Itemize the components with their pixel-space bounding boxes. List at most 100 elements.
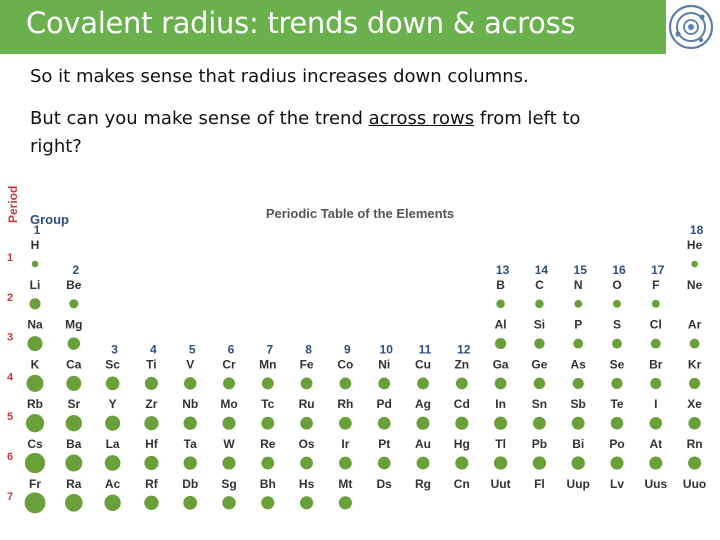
atom-radius-dot-h <box>31 260 39 268</box>
element-symbol-rf: Rf <box>145 477 159 491</box>
element-symbol-y: Y <box>109 397 117 411</box>
element-symbol-s: S <box>613 318 621 332</box>
period-number-2: 2 <box>7 292 13 304</box>
element-symbol-si: Si <box>534 318 545 332</box>
atom-radius-dot-v <box>183 377 197 390</box>
element-symbol-o: O <box>612 278 621 292</box>
element-symbol-ta: Ta <box>184 437 197 451</box>
atom-radius-dot-k <box>26 374 44 392</box>
atom-radius-dot-rn <box>688 456 702 470</box>
atom-radius-dot-nb <box>183 416 197 430</box>
element-symbol-kr: Kr <box>688 357 702 371</box>
element-symbol-te: Te <box>610 397 623 411</box>
underlined-phrase: across rows <box>368 108 475 129</box>
element-symbol-mt: Mt <box>338 477 352 491</box>
element-symbol-ar: Ar <box>688 318 702 332</box>
atom-radius-dot-ta <box>183 456 197 470</box>
element-symbol-ba: Ba <box>66 437 82 451</box>
atom-radius-dot-rf <box>144 495 159 510</box>
periodic-table: Period Group Periodic Table of the Eleme… <box>6 186 706 514</box>
element-symbol-tl: Tl <box>495 437 506 451</box>
element-symbol-i: I <box>654 397 657 411</box>
element-symbol-au: Au <box>415 437 431 451</box>
atom-radius-dot-he <box>691 260 698 268</box>
element-symbol-as: As <box>571 357 587 371</box>
group-number-1: 1 <box>34 223 41 237</box>
group-number-17: 17 <box>651 263 665 277</box>
period-number-1: 1 <box>7 252 13 264</box>
element-symbol-fl: Fl <box>534 477 545 491</box>
atom-orbit-icon <box>668 4 714 50</box>
atom-radius-dot-pd <box>377 416 391 430</box>
atom-radius-dot-n <box>574 299 583 308</box>
atom-radius-dot-mn <box>261 377 274 390</box>
element-symbol-w: W <box>223 437 235 451</box>
element-symbol-zr: Zr <box>145 397 157 411</box>
atom-radius-dot-po <box>610 456 624 470</box>
element-symbol-xe: Xe <box>687 397 702 411</box>
element-symbol-ge: Ge <box>531 357 547 371</box>
element-symbol-cn: Cn <box>454 477 470 491</box>
element-symbol-se: Se <box>610 357 625 371</box>
atom-radius-dot-i <box>649 416 663 430</box>
atom-radius-dot-s <box>612 338 622 349</box>
group-number-3: 3 <box>111 342 118 356</box>
atom-radius-dot-br <box>650 377 662 389</box>
element-symbol-h: H <box>31 238 40 252</box>
period-number-5: 5 <box>7 411 13 423</box>
atom-radius-dot-at <box>649 456 663 470</box>
atom-radius-dot-rb <box>25 414 45 433</box>
element-symbol-po: Po <box>609 437 624 451</box>
element-symbol-rb: Rb <box>27 397 43 411</box>
atom-radius-dot-db <box>183 495 198 510</box>
atom-radius-dot-be <box>69 299 79 309</box>
period-number-7: 7 <box>7 491 13 503</box>
element-symbol-bh: Bh <box>260 477 276 491</box>
element-symbol-ni: Ni <box>378 357 390 371</box>
atom-radius-dot-fe <box>300 377 313 390</box>
element-symbol-hg: Hg <box>454 437 470 451</box>
element-symbol-la: La <box>106 437 120 451</box>
element-symbol-hs: Hs <box>299 477 315 491</box>
atom-radius-dot-sg <box>222 496 236 510</box>
element-symbol-ag: Ag <box>415 397 431 411</box>
atom-radius-dot-ra <box>64 493 83 512</box>
atom-radius-dot-os <box>300 456 313 470</box>
atom-radius-dot-cr <box>222 377 236 390</box>
period-number-6: 6 <box>7 451 13 463</box>
atom-radius-dot-hf <box>144 455 159 471</box>
element-symbol-ne: Ne <box>687 278 703 292</box>
element-symbol-be: Be <box>66 278 82 292</box>
element-symbol-sn: Sn <box>532 397 547 411</box>
atom-radius-dot-te <box>610 416 624 430</box>
element-symbol-lv: Lv <box>610 477 624 491</box>
element-symbol-rg: Rg <box>415 477 431 491</box>
group-axis-label: Group <box>30 212 69 227</box>
atom-radius-dot-fr <box>24 492 46 514</box>
atom-radius-dot-ti <box>144 376 158 390</box>
atom-radius-dot-tc <box>261 416 275 430</box>
element-symbol-pd: Pd <box>377 397 392 411</box>
body-line-2-start: But can you make sense of the trend <box>30 108 369 129</box>
element-symbol-fr: Fr <box>29 477 41 491</box>
atom-radius-dot-re <box>261 456 275 470</box>
group-number-7: 7 <box>266 342 273 356</box>
atom-radius-dot-tl <box>493 456 508 470</box>
atom-radius-dot-si <box>534 338 545 349</box>
atom-radius-dot-ni <box>378 377 391 390</box>
element-symbol-bi: Bi <box>572 437 584 451</box>
element-symbol-b: B <box>496 278 505 292</box>
table-title: Periodic Table of the Elements <box>266 206 454 221</box>
atom-radius-dot-o <box>613 299 621 308</box>
element-symbol-db: Db <box>182 477 198 491</box>
group-number-14: 14 <box>535 263 549 277</box>
atom-radius-dot-as <box>572 377 584 389</box>
atom-radius-dot-sc <box>105 376 120 391</box>
group-number-6: 6 <box>228 342 235 356</box>
body-line-2: But can you make sense of the trend acro… <box>30 106 580 132</box>
atom-radius-dot-au <box>416 456 430 470</box>
atom-radius-dot-ag <box>416 416 430 430</box>
atom-radius-dot-cl <box>650 338 661 349</box>
element-symbol-ti: Ti <box>146 357 156 371</box>
element-symbol-v: V <box>186 357 194 371</box>
